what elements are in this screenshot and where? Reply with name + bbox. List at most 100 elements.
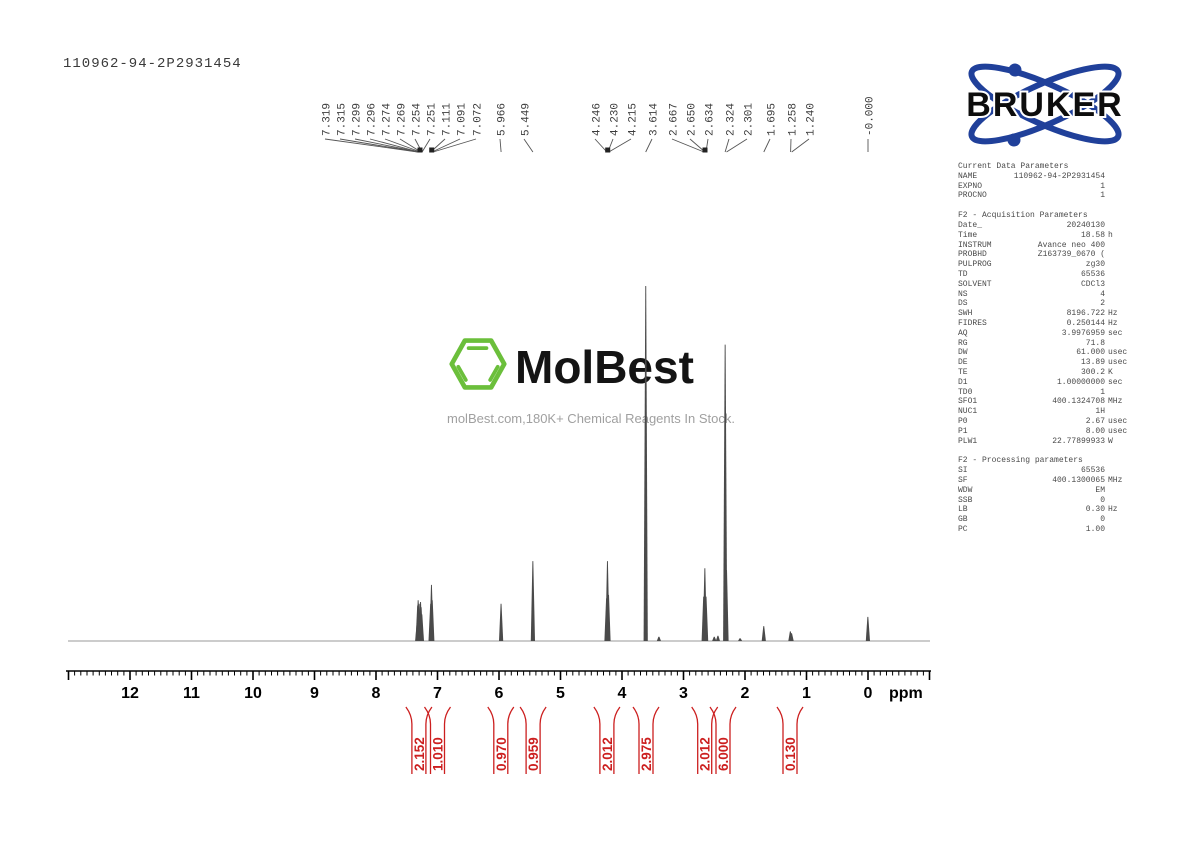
spectrum-peak [724,570,729,641]
parameter-row: INSTRUM Avance neo 400 [958,240,1105,250]
axis-tick-label: 12 [121,685,139,702]
parameter-row: TE 300.2 K [958,367,1113,377]
parameter-section: F2 - Acquisition Parameters Date_ 20240130… [958,211,1134,446]
integral-bracket [613,706,621,774]
parameter-row: Date_ 20240130 [958,220,1105,230]
parameter-row: DS 2 [958,299,1105,309]
spectrum-peak [430,600,435,641]
peak-label: 7.111 [442,103,454,136]
peak-label: 1.695 [767,103,779,136]
integral-bracket [691,706,699,774]
peak-label-connector [726,138,748,153]
peak-label: 7.315 [337,103,349,136]
peak-label-connector [432,138,477,153]
parameter-row: SOLVENT CDCl3 [958,279,1105,289]
peak-label: 7.269 [397,103,409,136]
integral-bracket [709,706,717,774]
integral-bracket [443,706,452,774]
parameter-row: PROCNO 1 [958,191,1105,201]
peak-label-connector [594,138,608,153]
spectrum-peak [419,614,424,641]
integral-bracket [539,706,547,774]
parameter-row: LB 0.30 Hz [958,505,1118,515]
spectrum-peak [530,561,535,641]
parameter-row: SF 400.1300065 MHz [958,475,1123,485]
peak-label: -0.000 [865,96,877,136]
spectrum-peak [715,635,720,641]
peak-label-marker [605,147,611,153]
peak-label: 3.614 [649,103,661,136]
parameter-section-title: F2 - Processing parameters [958,456,1083,466]
peak-label: 4.246 [592,103,604,136]
parameter-row: RG 71.8 [958,338,1105,348]
axis-unit-label: ppm [889,685,923,702]
integral-bracket [423,706,432,774]
parameter-section-title: F2 - Acquisition Parameters [958,211,1088,221]
peak-label-connector [421,138,431,153]
peak-label: 7.299 [352,103,364,136]
parameter-row: TD 65536 [958,269,1105,279]
peak-label: 4.215 [628,103,640,136]
parameter-section: F2 - Processing parameters SI 65536 SF 400.1… [958,456,1134,534]
axis-tick-label: 6 [495,685,504,702]
axis-tick-label: 3 [679,685,688,702]
integral-bracket [405,706,413,774]
peak-label-connector [354,138,420,153]
integral-value: 0.130 [783,737,798,771]
parameter-row: WDW EM [958,485,1105,495]
peak-label-connector [523,138,534,153]
axis-tick-label: 9 [310,685,319,702]
integral-bracket [729,706,737,774]
parameter-row: PLW1 22.77899933 W [958,436,1113,446]
peak-label-marker [417,147,423,153]
parameter-row: SWH 8196.722 Hz [958,309,1118,319]
peak-label-connector [763,138,771,153]
parameter-row: DW 61.000 usec [958,348,1128,358]
bruker-logo: BRUKER [953,57,1138,152]
peak-label: 7.091 [457,103,469,136]
parameter-row: NAME 110962-94-2P2931454 [958,171,1105,181]
integral-value: 6.000 [716,737,731,771]
watermark-tagline: molBest.com,180K+ Chemical Reagents In S… [447,411,735,426]
peak-label: 4.230 [610,103,622,136]
spectrum-peak [789,633,794,641]
integral-bracket [796,706,804,774]
axis-tick-label: 0 [864,685,873,702]
integral-bracket [593,706,601,774]
parameter-row: EXPNO 1 [958,181,1105,191]
peak-label: 2.634 [705,103,717,136]
integral-value: 2.012 [698,737,713,771]
peak-label: 2.667 [669,103,681,136]
parameter-row: DE 13.89 usec [958,358,1128,368]
peak-label-connector [791,138,810,153]
peak-label-connector [671,138,705,153]
peak-label-connector [369,138,420,153]
parameter-row: P1 8.00 usec [958,426,1128,436]
axis-tick-label: 4 [618,685,627,702]
peak-label: 1.258 [788,103,800,136]
peak-label: 7.274 [382,103,394,136]
peak-label: 7.319 [322,103,334,136]
axis-tick-label: 5 [556,685,565,702]
spectrum-peak [723,344,728,641]
integral-bracket [632,706,640,774]
peak-label: 2.324 [726,103,738,136]
integral-bracket [425,706,433,774]
parameter-row: SFO1 400.1324708 MHz [958,397,1123,407]
parameter-row: SI 65536 [958,466,1105,476]
peak-label-connector [431,138,461,153]
integral-value: 2.012 [600,737,615,771]
parameter-row: TD0 1 [958,387,1105,397]
peak-label-connector [645,138,653,153]
bruker-orbit-icon [968,63,1122,147]
spectrum-peak [865,616,870,641]
peak-label: 2.650 [687,103,699,136]
axis-tick-label: 2 [741,685,750,702]
integral-bracket [652,706,660,774]
peak-label-marker [429,147,435,153]
peak-label: 7.296 [367,103,379,136]
integral-bracket [711,706,719,774]
axis-tick-label: 8 [372,685,381,702]
parameter-row: PULPROG zg30 [958,260,1105,270]
